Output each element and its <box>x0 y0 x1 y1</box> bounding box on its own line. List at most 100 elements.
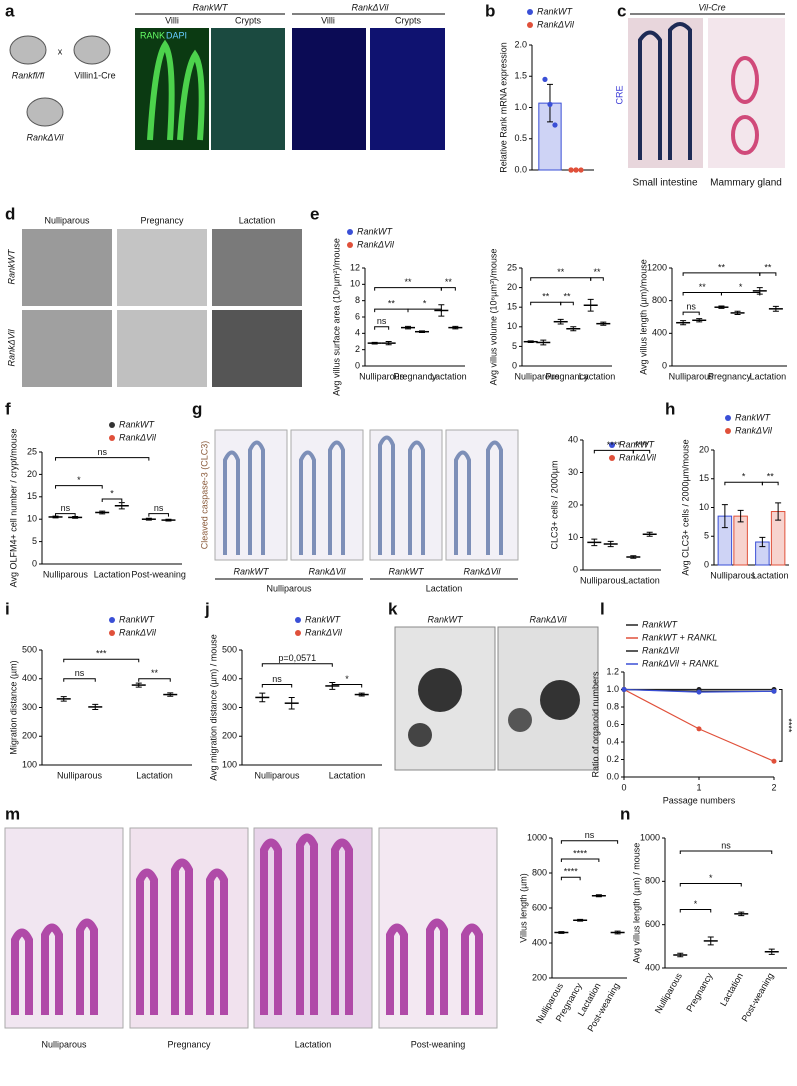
bracket <box>55 485 103 489</box>
panel-label: n <box>620 804 630 823</box>
y-tick-label: 5 <box>704 531 709 541</box>
cross: x <box>58 46 63 56</box>
y-axis-label: Villus length (µm) <box>518 873 528 943</box>
x-tick-label: Post-weaning <box>740 971 776 1023</box>
stage: Lactation <box>295 1039 332 1049</box>
point <box>696 689 702 695</box>
legend-marker <box>347 229 353 235</box>
villi <box>638 22 692 160</box>
y-tick-label: 800 <box>645 876 660 886</box>
significance: * <box>709 873 713 883</box>
y-tick-label: 12 <box>350 262 360 272</box>
error-bar <box>772 305 779 312</box>
y-axis-label: Avg villus length (µm) / mouse <box>631 843 641 964</box>
legend-marker <box>347 242 353 248</box>
y-axis-label: Ratio of organoid numbers <box>590 671 600 778</box>
legend-marker <box>527 22 533 28</box>
bracket <box>374 308 409 313</box>
y-tick-label: 200 <box>532 972 547 982</box>
genotype: RankΔVil <box>464 566 502 576</box>
bracket <box>779 689 783 762</box>
x-tick-label: Nulliparous <box>669 371 715 381</box>
significance: ns <box>377 316 387 326</box>
y-axis-label: Relative Rank mRNA expression <box>498 42 508 173</box>
tissue: Small intestine <box>632 178 697 189</box>
error-bar <box>145 517 152 521</box>
point <box>621 687 627 692</box>
villi <box>11 833 483 1015</box>
legend-marker <box>725 415 731 421</box>
y-tick-label: 20 <box>507 282 517 292</box>
x-tick-label: Nulliparous <box>254 770 300 780</box>
error-bar <box>737 509 744 523</box>
y-tick-label: 0 <box>355 360 360 370</box>
panel-label: g <box>192 399 202 418</box>
bracket <box>407 308 442 313</box>
legend-label: RankΔVil <box>642 645 680 655</box>
error-bar <box>165 518 172 522</box>
bracket <box>138 678 171 682</box>
legend-label: RankΔVil <box>735 425 773 435</box>
significance: ** <box>764 262 772 272</box>
bracket <box>261 684 293 688</box>
x-tick-label: Pregnancy <box>393 371 437 381</box>
stage: Lactation <box>239 215 276 225</box>
y-tick-label: 300 <box>222 702 237 712</box>
bracket <box>560 858 600 862</box>
significance: ns <box>97 447 107 457</box>
panel-label: e <box>310 204 319 223</box>
error-bar <box>677 952 684 958</box>
bracket <box>632 449 651 454</box>
stage: Nulliparous <box>266 583 312 593</box>
error-bar <box>99 510 106 515</box>
error-bar <box>452 325 459 330</box>
error-bar <box>557 318 564 325</box>
y-tick-label: 600 <box>645 919 660 929</box>
legend-label: RankΔVil + RANKL <box>642 658 719 668</box>
x-tick-label: Nulliparous <box>57 770 103 780</box>
y-tick-label: 2 <box>355 344 360 354</box>
point <box>771 688 777 694</box>
significance: **** <box>607 440 622 450</box>
error-bar <box>405 325 411 330</box>
significance: ** <box>151 668 159 678</box>
genotype: RankWT <box>6 248 16 285</box>
error-bar <box>358 692 365 697</box>
panel-label: l <box>600 599 605 618</box>
bracket <box>63 678 96 682</box>
bracket <box>374 326 390 330</box>
bracket <box>682 272 761 276</box>
error-bar <box>288 696 295 710</box>
error-bar <box>60 696 67 702</box>
error-bar <box>385 341 392 346</box>
y-tick-label: 20 <box>27 469 37 479</box>
y-tick-label: 0 <box>512 360 517 370</box>
bracket <box>63 658 140 663</box>
image <box>212 229 302 306</box>
y-tick-label: 0.8 <box>606 701 619 711</box>
genotype: RankWT <box>388 566 425 576</box>
genotype: RankWT <box>192 2 229 12</box>
organoid <box>408 723 432 747</box>
legend-label: RankΔVil <box>119 432 157 442</box>
significance: **** <box>784 718 794 733</box>
y-tick-label: 15 <box>699 473 709 483</box>
y-tick-label: 1.0 <box>514 102 527 112</box>
significance: ns <box>154 503 164 513</box>
duct <box>731 115 759 155</box>
y-tick-label: 500 <box>22 644 37 654</box>
y-tick-label: 10 <box>27 514 37 524</box>
villi <box>147 39 205 141</box>
error-bar <box>768 948 775 955</box>
stain: RANK <box>140 30 165 40</box>
significance: *** <box>96 649 107 659</box>
error-bar <box>371 341 378 345</box>
error-bar <box>696 318 703 323</box>
stage: Lactation <box>426 583 463 593</box>
error-bar <box>527 340 534 343</box>
genotype: RankΔVil <box>530 614 568 624</box>
significance: * <box>694 899 698 909</box>
error-bar <box>734 310 741 316</box>
organoid <box>418 668 462 712</box>
